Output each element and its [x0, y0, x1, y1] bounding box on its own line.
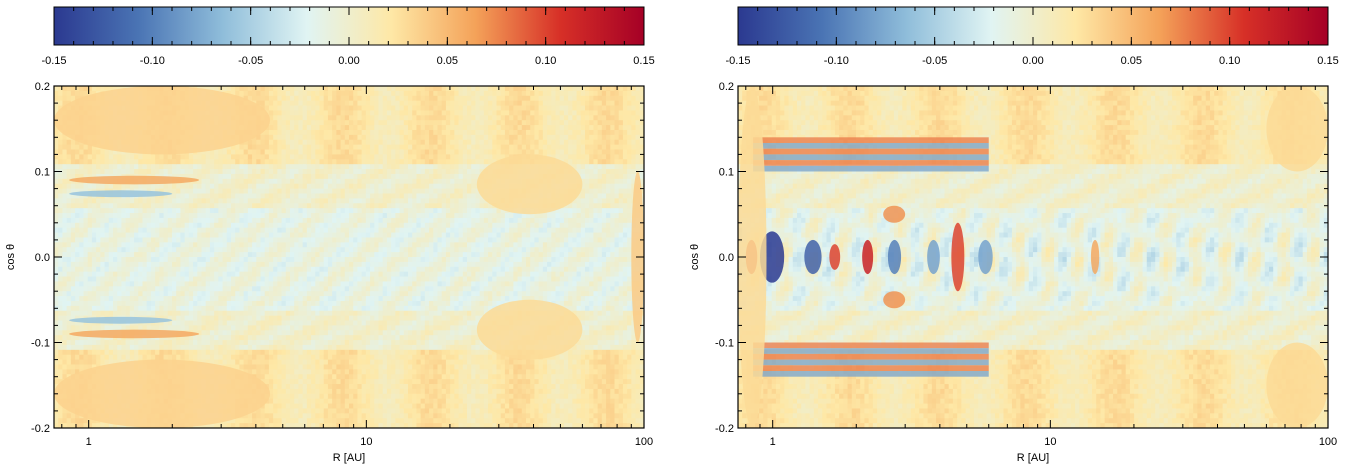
colorbar-tick-label: -0.10 [824, 55, 849, 67]
left-figure: -0.15 -0.10 -0.05 0.00 0.05 0.10 0.15 1 10 100 0.2… [5, 6, 655, 464]
colorbar-tick-label: 0.05 [437, 55, 458, 67]
right-panel: -0.15 -0.10 -0.05 0.00 0.05 0.10 0.15 1 10 100 0.2… [684, 0, 1368, 473]
heatmap-feature [753, 160, 989, 166]
heatmap-feature [476, 299, 583, 360]
heatmap-feature [69, 190, 173, 198]
left-panel: -0.15 -0.10 -0.05 0.00 0.05 0.10 0.15 1 10 100 0.2… [5, 6, 655, 464]
heatmap-feature [1266, 342, 1328, 428]
heatmap-feature [883, 291, 906, 309]
y-tick-label: 0.0 [719, 252, 734, 264]
heatmap-feature [69, 175, 200, 185]
heatmap [738, 86, 1328, 428]
x-tick-label: 100 [635, 436, 653, 448]
colorbar-tick-label: 0.15 [1317, 55, 1338, 67]
y-tick-label: -0.2 [31, 423, 50, 435]
y-tick-label: 0.0 [35, 252, 50, 264]
colorbar-tick-label: -0.10 [140, 55, 165, 67]
heatmap-feature [753, 137, 989, 143]
y-tick-label: -0.2 [715, 423, 734, 435]
heatmap-feature [54, 86, 271, 155]
heatmap-feature [69, 316, 173, 324]
x-tick-label: 10 [1044, 436, 1056, 448]
heatmap-feature [753, 342, 989, 349]
heatmap-feature [69, 329, 200, 339]
colorbar-tick-label: -0.15 [725, 55, 750, 67]
y-tick-label: 0.1 [35, 167, 50, 179]
y-tick-label: 0.1 [719, 167, 734, 179]
heatmap-feature [804, 239, 822, 275]
heatmap-feature [1266, 86, 1328, 172]
colorbar-tick-label: -0.05 [238, 55, 263, 67]
y-tick-label: -0.1 [31, 338, 50, 350]
y-tick-label: 0.2 [35, 81, 50, 93]
y-axis-title: cos θ [689, 244, 701, 270]
x-tick-label: 10 [360, 436, 372, 448]
colorbar-tick-label: 0.00 [1022, 55, 1043, 67]
heatmap-feature [54, 359, 271, 428]
heatmap-feature [753, 359, 989, 366]
heatmap-feature [753, 165, 989, 172]
heatmap-feature [883, 205, 906, 223]
x-tick-label: 100 [1319, 436, 1337, 448]
x-tick-label: 1 [86, 436, 92, 448]
heatmap-feature [476, 154, 583, 215]
y-axis-title: cos θ [5, 244, 17, 270]
y-tick-label: 0.2 [719, 81, 734, 93]
colorbar-tick-label: 0.10 [1219, 55, 1240, 67]
colorbar-tick-label: -0.15 [41, 55, 66, 67]
heatmap-feature [927, 239, 940, 275]
heatmap-feature [753, 353, 989, 360]
heatmap-feature [753, 348, 989, 354]
colorbar-tick-label: 0.10 [535, 55, 556, 67]
heatmap-feature [753, 148, 989, 155]
heatmap-feature [887, 239, 902, 275]
right-figure: -0.15 -0.10 -0.05 0.00 0.05 0.10 0.15 1 10 100 0.2… [689, 6, 1339, 464]
heatmap-feature [753, 154, 989, 161]
x-tick-label: 1 [770, 436, 776, 448]
heatmap-feature [753, 143, 989, 149]
heatmap-feature [978, 239, 993, 275]
heatmap [54, 86, 644, 428]
heatmap-feature [951, 222, 965, 292]
heatmap-feature [829, 244, 841, 270]
x-axis-title: R [AU] [333, 452, 365, 464]
heatmap-feature [1090, 239, 1100, 275]
y-tick-label: -0.1 [715, 338, 734, 350]
colorbar-tick-label: 0.15 [633, 55, 654, 67]
colorbar-tick-label: -0.05 [922, 55, 947, 67]
heatmap-feature [753, 371, 989, 377]
heatmap-feature [862, 239, 874, 275]
colorbar-tick-label: 0.05 [1121, 55, 1142, 67]
x-axis-title: R [AU] [1017, 452, 1049, 464]
colorbar-tick-label: 0.00 [338, 55, 359, 67]
heatmap-feature [753, 365, 989, 371]
